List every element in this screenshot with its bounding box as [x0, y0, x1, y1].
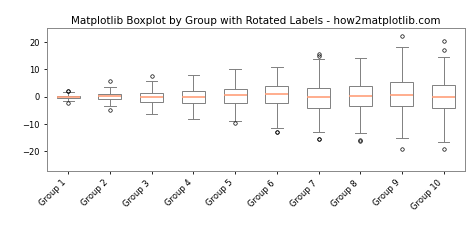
PathPatch shape [57, 96, 80, 98]
PathPatch shape [265, 86, 288, 103]
PathPatch shape [182, 91, 205, 103]
PathPatch shape [432, 85, 455, 108]
PathPatch shape [391, 82, 413, 106]
PathPatch shape [349, 86, 372, 106]
PathPatch shape [140, 93, 163, 102]
Title: Matplotlib Boxplot by Group with Rotated Labels - how2matplotlib.com: Matplotlib Boxplot by Group with Rotated… [71, 16, 441, 26]
PathPatch shape [224, 89, 246, 103]
PathPatch shape [307, 88, 330, 108]
PathPatch shape [99, 94, 121, 99]
